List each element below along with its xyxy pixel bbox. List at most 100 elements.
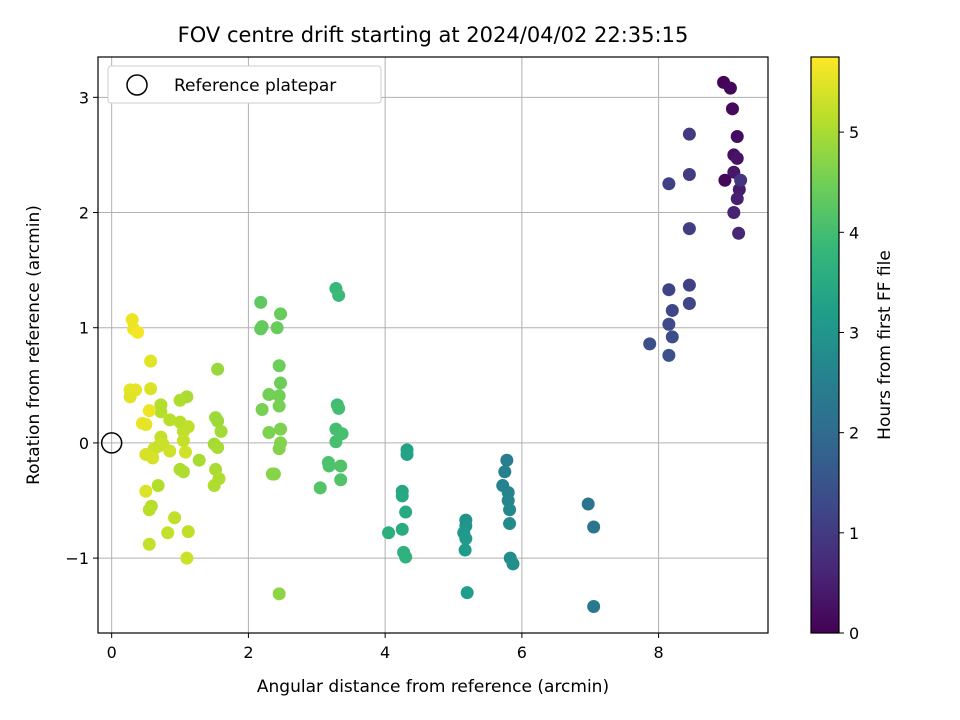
data-point (718, 173, 732, 187)
colorbar-frame (810, 56, 840, 634)
data-point (725, 102, 739, 116)
data-point (123, 390, 137, 404)
data-point (682, 168, 696, 182)
data-point (503, 517, 517, 531)
data-point (262, 388, 276, 402)
colorbar: 0 1 2 3 4 5 Hours from first FF file (810, 56, 895, 643)
x-tick-label: 0 (107, 643, 117, 662)
data-point (272, 359, 286, 373)
data-point (734, 173, 748, 187)
data-point (192, 453, 206, 467)
data-point (723, 81, 737, 95)
data-point (682, 127, 696, 141)
legend: Reference platepar (107, 65, 382, 104)
data-point (272, 442, 286, 456)
legend-reference-marker (126, 74, 148, 96)
data-point (587, 600, 601, 614)
data-point (144, 354, 158, 368)
data-point (662, 317, 676, 331)
data-point (682, 278, 696, 292)
data-point (665, 303, 679, 317)
colorbar-tick-label: 3 (849, 323, 859, 342)
data-point (144, 382, 158, 396)
plot-background (98, 57, 768, 633)
data-point (730, 192, 744, 206)
data-point (313, 481, 327, 495)
data-point (139, 417, 153, 431)
data-point (151, 479, 165, 493)
data-point (581, 497, 595, 511)
data-point (255, 403, 269, 417)
data-point (131, 325, 145, 339)
y-tick-label: −1 (65, 549, 89, 568)
colorbar-tick-label: 1 (849, 524, 859, 543)
colorbar-tick-label: 2 (849, 424, 859, 443)
data-point (399, 550, 413, 564)
data-point (254, 295, 268, 309)
data-point (730, 129, 744, 143)
data-point (727, 206, 741, 220)
data-point (154, 405, 168, 419)
data-point (207, 479, 221, 493)
data-point (168, 511, 182, 525)
data-point (142, 537, 156, 551)
data-point (181, 525, 195, 539)
data-point (272, 587, 286, 601)
data-point (274, 422, 288, 436)
data-point (399, 505, 413, 519)
data-point (211, 362, 225, 376)
colorbar-label: Hours from first FF file (875, 250, 895, 440)
data-point (211, 414, 225, 428)
x-axis-ticks: 0 2 4 6 8 (107, 633, 664, 662)
x-axis-label: Angular distance from reference (arcmin) (257, 677, 609, 697)
data-point (272, 389, 286, 403)
data-point (272, 399, 286, 413)
data-point (139, 484, 153, 498)
y-tick-label: 1 (79, 319, 89, 338)
data-point (176, 465, 190, 479)
plot-area (97, 56, 769, 634)
data-point (179, 445, 193, 459)
data-points (123, 75, 748, 614)
y-axis-ticks: −1 0 1 2 3 (65, 88, 98, 568)
y-axis-label: Rotation from reference (arcmin) (24, 205, 44, 485)
data-point (506, 557, 520, 571)
data-point (146, 451, 160, 465)
colorbar-tick-label: 4 (849, 223, 859, 242)
data-point (334, 459, 348, 473)
plot-frame (97, 56, 769, 634)
data-point (267, 467, 281, 481)
data-point (262, 426, 276, 440)
data-point (176, 434, 190, 448)
data-point (682, 222, 696, 236)
data-point (274, 307, 288, 321)
data-point (142, 404, 156, 418)
data-point (322, 459, 336, 473)
x-tick-label: 8 (654, 643, 664, 662)
data-point (163, 413, 177, 427)
data-point (662, 283, 676, 297)
data-point (662, 348, 676, 362)
x-tick-label: 6 (517, 643, 527, 662)
data-point (500, 453, 514, 467)
data-point (254, 322, 268, 336)
colorbar-tick-label: 5 (849, 123, 859, 142)
legend-label: Reference platepar (174, 76, 336, 96)
data-point (382, 526, 396, 540)
x-tick-label: 4 (380, 643, 390, 662)
data-point (732, 226, 746, 240)
data-point (730, 151, 744, 165)
data-point (332, 288, 346, 302)
data-point (180, 551, 194, 565)
data-point (395, 522, 409, 536)
data-point (161, 526, 175, 540)
data-point (214, 424, 228, 438)
y-tick-label: 3 (79, 88, 89, 107)
chart-title: FOV centre drift starting at 2024/04/02 … (178, 23, 689, 47)
data-point (503, 503, 517, 517)
data-point (587, 520, 601, 534)
reference-platepar-marker (100, 432, 123, 454)
data-point (274, 376, 288, 390)
y-tick-label: 0 (79, 434, 89, 453)
data-point (332, 401, 346, 415)
